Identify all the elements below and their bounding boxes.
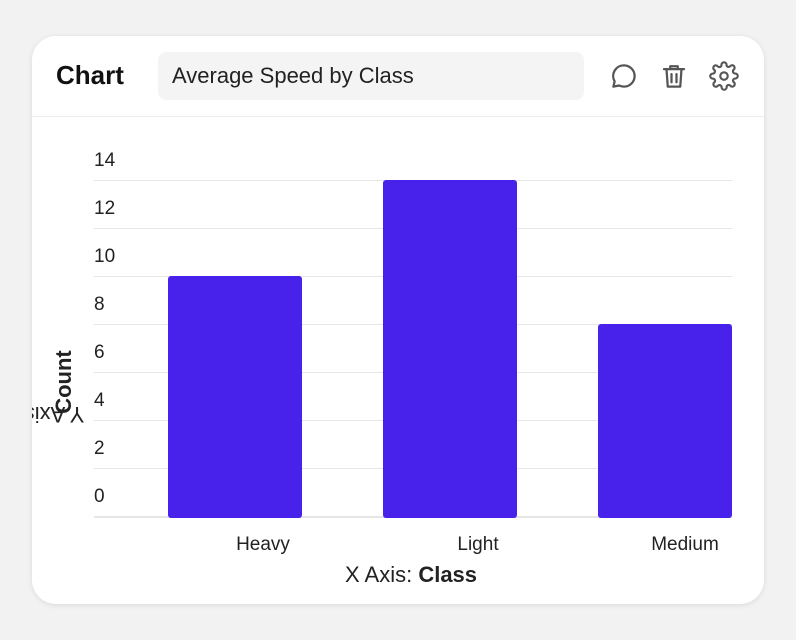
- x-tick-label: Medium: [651, 534, 719, 555]
- y-tick-label: 14: [94, 150, 116, 171]
- bar-chart: 0 2 4 6 8 10 12 14 Heavy Light Medium: [94, 150, 732, 555]
- x-axis-prefix: X Axis:: [344, 562, 419, 587]
- chart-title-input[interactable]: [158, 52, 584, 100]
- comment-button[interactable]: [606, 58, 642, 94]
- y-axis-prefix: Y Axis:: [32, 401, 85, 427]
- y-tick-label: 6: [94, 342, 105, 363]
- bar-medium: [598, 324, 732, 518]
- y-tick-label: 4: [94, 390, 105, 411]
- header-title: Chart: [56, 60, 124, 90]
- x-axis-field: Class: [418, 562, 478, 587]
- bar-heavy: [168, 276, 302, 518]
- settings-button[interactable]: [706, 58, 742, 94]
- y-tick-label: 10: [94, 246, 115, 267]
- x-tick-label: Light: [457, 534, 499, 555]
- y-tick-label: 8: [94, 294, 105, 315]
- delete-button[interactable]: [656, 58, 692, 94]
- gear-icon: [709, 61, 739, 91]
- x-axis-label: X Axis: Class: [32, 562, 764, 588]
- chart-header: Chart: [32, 36, 764, 117]
- bar-light: [383, 180, 517, 518]
- trash-icon: [662, 65, 686, 88]
- comment-icon: [612, 64, 636, 88]
- y-tick-label: 12: [94, 198, 115, 219]
- y-tick-label: 2: [94, 438, 105, 459]
- y-tick-label: 0: [94, 486, 105, 507]
- x-tick-label: Heavy: [236, 534, 290, 555]
